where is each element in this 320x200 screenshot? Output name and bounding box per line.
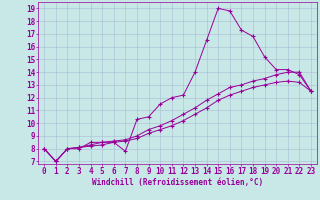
X-axis label: Windchill (Refroidissement éolien,°C): Windchill (Refroidissement éolien,°C) (92, 178, 263, 187)
